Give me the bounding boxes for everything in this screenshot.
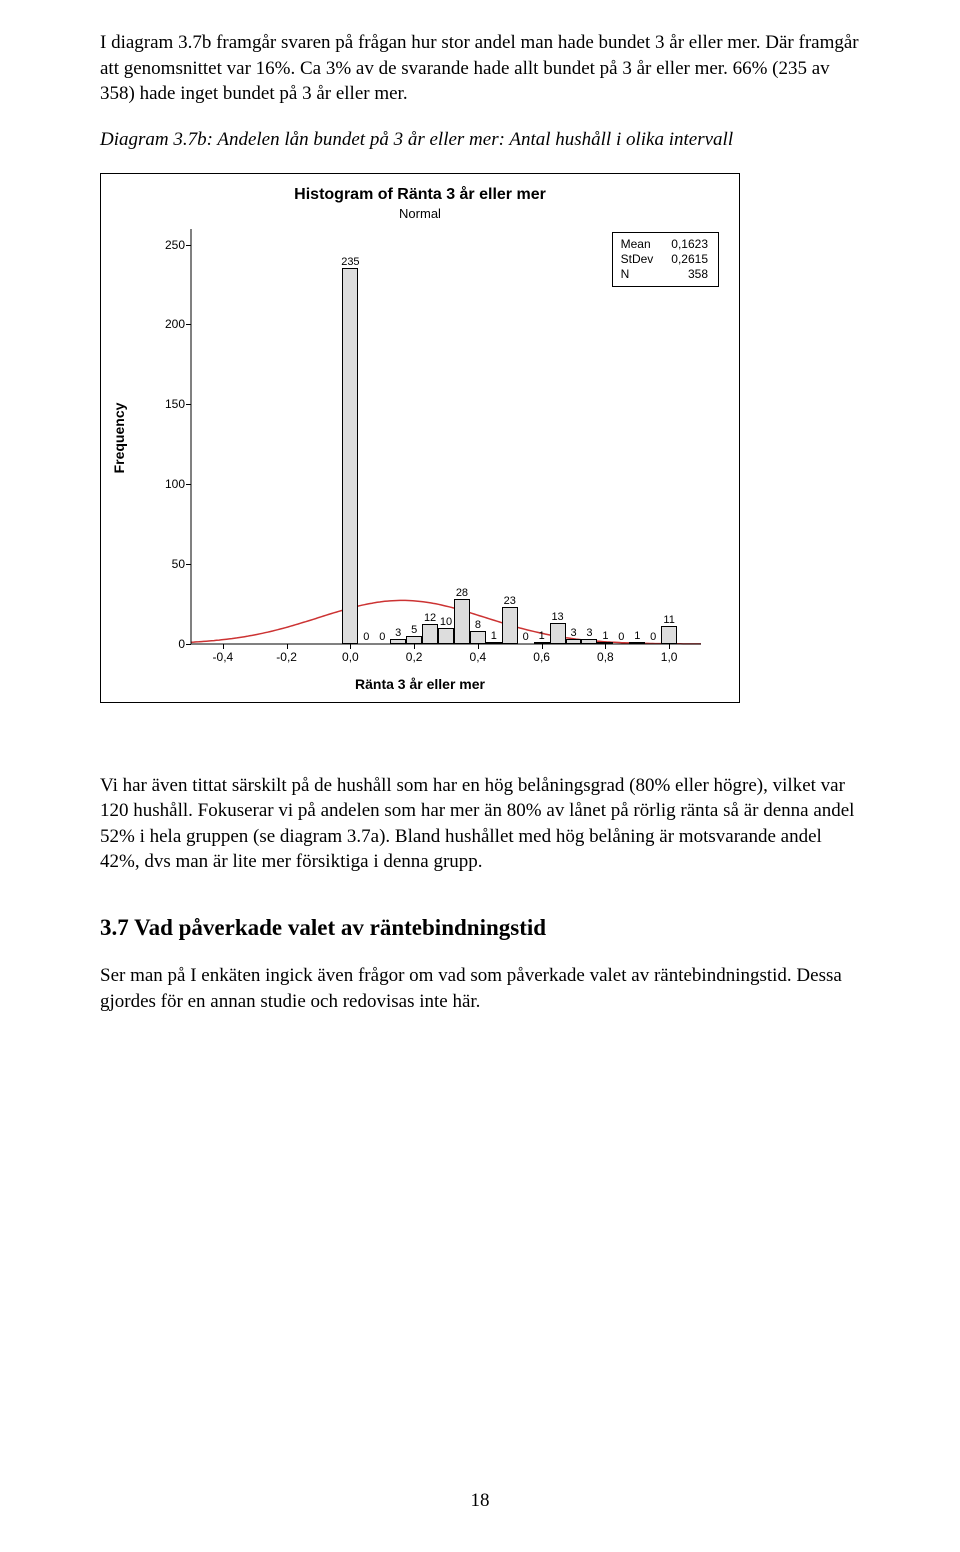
section-heading: 3.7 Vad påverkade valet av räntebindning… xyxy=(100,915,860,941)
histogram-bar: 8 xyxy=(470,631,486,644)
plot-area: 050100150200250-0,4-0,20,00,20,40,60,81,… xyxy=(191,229,701,644)
histogram-bar: 5 xyxy=(406,636,422,644)
bar-value-label: 1 xyxy=(634,630,640,642)
bar-value-label: 8 xyxy=(475,619,481,631)
bar-value-label: 12 xyxy=(424,612,436,624)
histogram-bar: 3 xyxy=(390,639,406,644)
bar-value-label: 1 xyxy=(491,630,497,642)
page-number: 18 xyxy=(0,1490,960,1512)
histogram-bar: 23 xyxy=(502,607,518,644)
x-axis-label: Ränta 3 år eller mer xyxy=(101,676,739,692)
bar-value-label: 28 xyxy=(456,587,468,599)
bar-value-label: 11 xyxy=(663,614,674,626)
bar-value-label: 23 xyxy=(504,595,516,607)
bar-value-label: 10 xyxy=(440,616,452,628)
histogram-bar: 3 xyxy=(566,639,582,644)
bar-value-label: 0 xyxy=(523,631,529,643)
histogram-bar: 10 xyxy=(438,628,454,644)
y-axis-label: Frequency xyxy=(111,402,127,473)
paragraph-3: Ser man på I enkäten ingick även frågor … xyxy=(100,963,860,1014)
histogram-bar: 1 xyxy=(486,642,502,644)
histogram-bar: 11 xyxy=(661,626,677,644)
histogram-bar: 28 xyxy=(454,599,470,644)
chart-subtitle: Normal xyxy=(101,206,739,221)
bar-value-label: 0 xyxy=(379,631,385,643)
chart-caption: Diagram 3.7b: Andelen lån bundet på 3 år… xyxy=(100,127,860,153)
histogram-bar: 235 xyxy=(342,268,358,643)
bar-value-label: 3 xyxy=(586,627,592,639)
histogram-bar: 12 xyxy=(422,624,438,643)
bar-value-label: 0 xyxy=(363,631,369,643)
bar-value-label: 0 xyxy=(618,631,624,643)
section-number: 3.7 xyxy=(100,915,129,940)
histogram-bar: 3 xyxy=(581,639,597,644)
normal-curve xyxy=(191,229,701,644)
histogram-bar: 1 xyxy=(597,642,613,644)
bar-value-label: 1 xyxy=(539,630,545,642)
bar-value-label: 13 xyxy=(551,611,563,623)
paragraph-1: I diagram 3.7b framgår svaren på frågan … xyxy=(100,30,860,107)
bar-value-label: 3 xyxy=(395,627,401,639)
section-title: Vad påverkade valet av räntebindningstid xyxy=(134,915,546,940)
histogram-bar: 1 xyxy=(534,642,550,644)
bar-value-label: 0 xyxy=(650,631,656,643)
histogram-chart: Histogram of Ränta 3 år eller mer Normal… xyxy=(100,173,740,703)
chart-title: Histogram of Ränta 3 år eller mer xyxy=(101,186,739,204)
bar-value-label: 5 xyxy=(411,624,417,636)
bar-value-label: 3 xyxy=(570,627,576,639)
paragraph-2: Vi har även tittat särskilt på de hushål… xyxy=(100,773,860,876)
bar-value-label: 1 xyxy=(602,630,608,642)
bar-value-label: 235 xyxy=(341,256,359,268)
histogram-bar: 13 xyxy=(550,623,566,644)
histogram-bar: 1 xyxy=(629,642,645,644)
